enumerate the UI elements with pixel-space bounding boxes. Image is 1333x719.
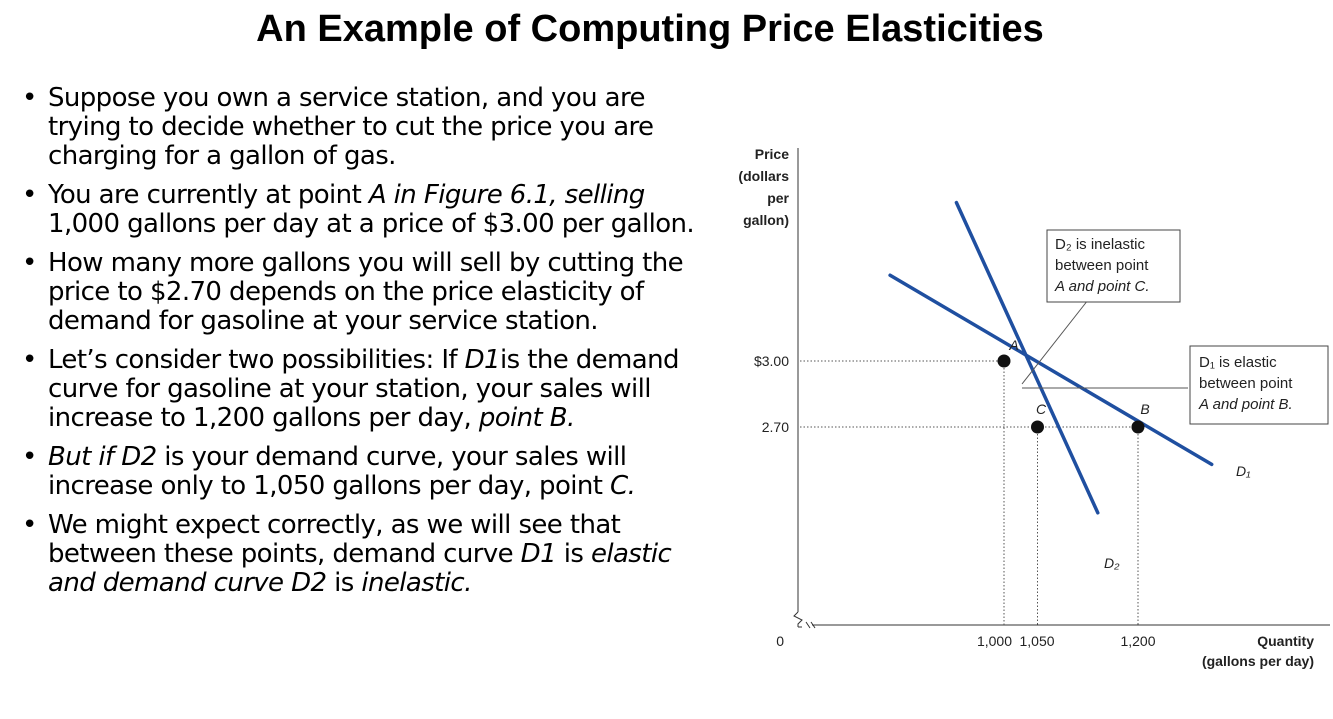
point-label: A [1008, 337, 1018, 353]
bullet-item: • But if D2 is your demand curve, your sa… [20, 443, 720, 501]
x-tick-label: 1,000 [977, 633, 1012, 649]
demand-chart: Price (dollars per gallon) Quantity (gallons … [738, 146, 1330, 669]
annotation-text: between point [1199, 375, 1293, 392]
slide-title: An Example of Computing Price Elasticiti… [256, 8, 1044, 50]
bullet-text: 1,000 gallons per day at a price of $3.0… [48, 209, 695, 239]
bullet-dot-icon: • [22, 345, 37, 375]
bullet-text: inelastic. [361, 568, 472, 598]
bullet-dot-icon: • [22, 83, 37, 113]
bullet-text: But if D2 [48, 442, 157, 472]
bullet-list: • Suppose you own a service station, and … [20, 84, 720, 608]
series-label: D₂ [1104, 555, 1120, 571]
bullet-text: is your demand curve, your sales will in… [48, 442, 627, 501]
data-point-c [1031, 420, 1044, 434]
annotation-text: A and point C. [1054, 278, 1150, 295]
bullet-dot-icon: • [22, 442, 37, 472]
y-axis-label: per [767, 190, 789, 206]
annotation-box [1189, 345, 1329, 425]
demand-curve-1 [888, 273, 1214, 467]
annotation-text: between point [1055, 257, 1149, 274]
bullet-item: • Suppose you own a service station, and … [20, 84, 720, 171]
bullet-text: A in Figure 6.1, selling [368, 180, 645, 210]
bullet-item: • How many more gallons you will sell by … [20, 249, 720, 336]
point-label: B [1140, 401, 1149, 417]
annotation-text: D₁ is elastic [1199, 354, 1277, 371]
point-label: C [1036, 401, 1047, 417]
origin-label: 0 [776, 633, 784, 649]
y-axis-label: gallon) [743, 212, 789, 228]
bullet-item: • You are currently at point A in Figure … [20, 181, 720, 239]
x-tick-label: 1,200 [1120, 633, 1155, 649]
bullet-text: D1 [520, 539, 557, 569]
bullet-text: You are currently at point [48, 180, 369, 210]
x-tick-label: 1,050 [1020, 633, 1055, 649]
x-axis-break-icon [798, 621, 816, 629]
y-axis-label: Price [755, 146, 789, 162]
bullet-item: • We might expect correctly, as we will s… [20, 511, 720, 598]
bullet-text: point B. [478, 403, 575, 433]
bullet-text: is the demand curve for gasoline at your… [48, 345, 680, 433]
x-axis-label: Quantity [1257, 633, 1314, 649]
bullet-text: elastic and demand curve D2 [48, 539, 672, 598]
y-axis-break-icon [793, 611, 803, 627]
annotation-text: A and point B. [1198, 396, 1293, 413]
bullet-text: Let’s consider two possibilities: If [48, 345, 465, 375]
bullet-dot-icon: • [22, 248, 37, 278]
bullet-text: We might expect correctly, as we will se… [48, 510, 621, 569]
bullet-text: C. [610, 471, 636, 501]
bullet-text: Suppose you own a service station, and y… [48, 83, 654, 171]
bullet-text: How many more gallons you will sell by c… [48, 248, 684, 336]
y-tick-label: $3.00 [754, 353, 789, 369]
x-axis-label: (gallons per day) [1202, 653, 1314, 669]
bullet-text: D1 [464, 345, 501, 375]
bullet-text: is [326, 568, 362, 598]
demand-curve-2 [954, 200, 1100, 515]
leader-line [1021, 299, 1089, 385]
series-label: D₁ [1236, 463, 1251, 479]
y-axis-label: (dollars [738, 168, 789, 184]
bullet-item: • Let’s consider two possibilities: If D1… [20, 346, 720, 433]
data-point-b [1131, 420, 1145, 434]
bullet-text: is [556, 539, 591, 569]
y-tick-label: 2.70 [762, 419, 789, 435]
bullet-dot-icon: • [22, 180, 37, 210]
data-point-a [997, 354, 1011, 368]
annotation-text: D₂ is inelastic [1055, 236, 1146, 253]
annotation-box [1046, 229, 1181, 303]
bullet-dot-icon: • [22, 510, 37, 540]
